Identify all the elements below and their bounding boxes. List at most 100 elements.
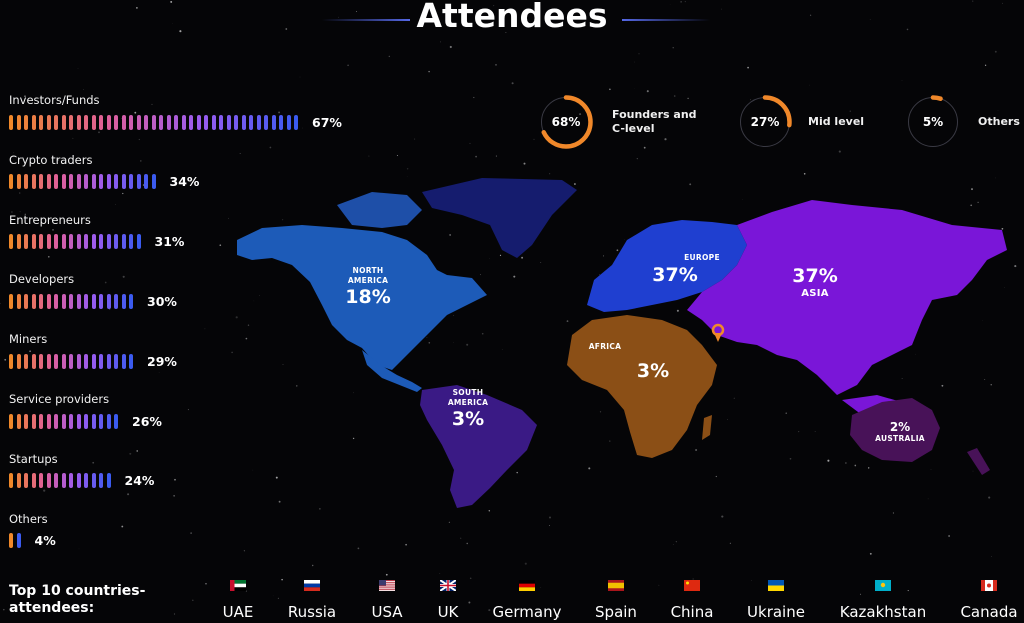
category-bar bbox=[9, 413, 118, 429]
bar-segment bbox=[39, 234, 43, 250]
star bbox=[941, 384, 944, 387]
star bbox=[296, 385, 298, 387]
china-flag-icon bbox=[684, 580, 700, 591]
country-name: Kazakhstan bbox=[839, 603, 927, 621]
star bbox=[253, 300, 255, 302]
bar-segment bbox=[226, 114, 231, 130]
star bbox=[566, 320, 569, 322]
bar-segment bbox=[16, 353, 21, 369]
country-name: Russia bbox=[287, 603, 337, 621]
country-uk: UK bbox=[403, 580, 493, 621]
star bbox=[469, 142, 471, 144]
spain-flag-icon bbox=[608, 580, 624, 591]
bar-segment bbox=[114, 174, 118, 190]
star bbox=[511, 82, 514, 85]
star bbox=[357, 547, 360, 550]
star bbox=[988, 496, 991, 499]
bar-segment bbox=[9, 174, 13, 190]
star bbox=[121, 525, 124, 528]
bar-segment bbox=[91, 473, 96, 489]
bar-segment bbox=[91, 293, 96, 309]
region-name: SOUTH AMERICA bbox=[447, 388, 489, 407]
bar-segment bbox=[61, 234, 66, 250]
category-investors-funds: Investors/Funds 67% bbox=[9, 93, 342, 130]
bar-segment bbox=[61, 413, 66, 429]
star bbox=[692, 578, 694, 580]
star bbox=[673, 95, 676, 97]
category-label: Investors/Funds bbox=[9, 93, 100, 107]
bar-segment bbox=[31, 293, 36, 309]
star bbox=[19, 211, 21, 213]
bar-segment bbox=[166, 114, 171, 130]
country-spain: Spain bbox=[571, 580, 661, 621]
category-label: Crypto traders bbox=[9, 152, 93, 167]
region-value: 18% bbox=[345, 286, 391, 308]
star bbox=[672, 544, 674, 545]
star bbox=[972, 470, 974, 472]
star bbox=[151, 103, 153, 105]
star bbox=[827, 459, 830, 462]
bar-segment bbox=[219, 114, 223, 130]
star bbox=[277, 597, 279, 600]
star bbox=[52, 229, 54, 231]
star bbox=[838, 150, 841, 153]
bar-segment bbox=[99, 353, 103, 369]
category-label: Startups bbox=[9, 451, 58, 466]
star bbox=[187, 409, 189, 411]
bar-segment bbox=[54, 473, 58, 489]
region-name: EUROPE bbox=[684, 253, 720, 262]
category-crypto-traders: Crypto traders 34% bbox=[9, 153, 199, 190]
category-label: Entrepreneurs bbox=[9, 212, 91, 227]
category-bar bbox=[9, 533, 21, 549]
star bbox=[646, 90, 649, 93]
bar-segment bbox=[54, 234, 58, 250]
category-value: 34% bbox=[169, 174, 200, 190]
country-name: USA bbox=[371, 603, 403, 621]
bar-segment bbox=[76, 114, 81, 130]
bar-segment bbox=[39, 473, 43, 489]
category-developers: Developers 30% bbox=[9, 272, 177, 309]
star bbox=[549, 516, 551, 519]
uk-flag-icon bbox=[440, 580, 456, 591]
star bbox=[609, 440, 611, 442]
bar-segment bbox=[114, 353, 118, 369]
star bbox=[78, 548, 80, 550]
category-bar bbox=[9, 174, 156, 190]
bar-segment bbox=[129, 114, 133, 130]
star bbox=[428, 342, 431, 344]
star bbox=[319, 508, 321, 510]
star bbox=[368, 155, 370, 157]
star bbox=[689, 183, 692, 186]
country-name: China bbox=[670, 603, 714, 621]
star bbox=[18, 192, 21, 194]
star bbox=[98, 131, 100, 134]
star bbox=[906, 28, 909, 31]
star bbox=[449, 45, 452, 49]
bar-segment bbox=[99, 293, 103, 309]
star bbox=[51, 218, 53, 220]
bar-segment bbox=[39, 174, 43, 190]
bar-segment bbox=[121, 353, 126, 369]
donut-label: Others bbox=[978, 115, 1020, 128]
star bbox=[599, 411, 602, 413]
star bbox=[109, 308, 111, 310]
star bbox=[71, 100, 73, 101]
star bbox=[252, 469, 254, 471]
bar-segment bbox=[91, 353, 96, 369]
bar-segment bbox=[9, 413, 13, 429]
star bbox=[479, 274, 482, 276]
bar-segment bbox=[9, 293, 13, 309]
star bbox=[1002, 2, 1003, 4]
donut-3 bbox=[906, 95, 960, 153]
star bbox=[869, 552, 872, 555]
bar-segment bbox=[69, 353, 73, 369]
star bbox=[179, 30, 182, 33]
ukraine-flag-icon bbox=[768, 580, 784, 591]
star bbox=[579, 113, 582, 116]
star bbox=[930, 468, 932, 470]
bar-segment bbox=[69, 174, 73, 190]
bar-segment bbox=[279, 114, 283, 130]
category-label: Others bbox=[9, 511, 48, 526]
star bbox=[603, 255, 605, 257]
star bbox=[638, 53, 640, 55]
